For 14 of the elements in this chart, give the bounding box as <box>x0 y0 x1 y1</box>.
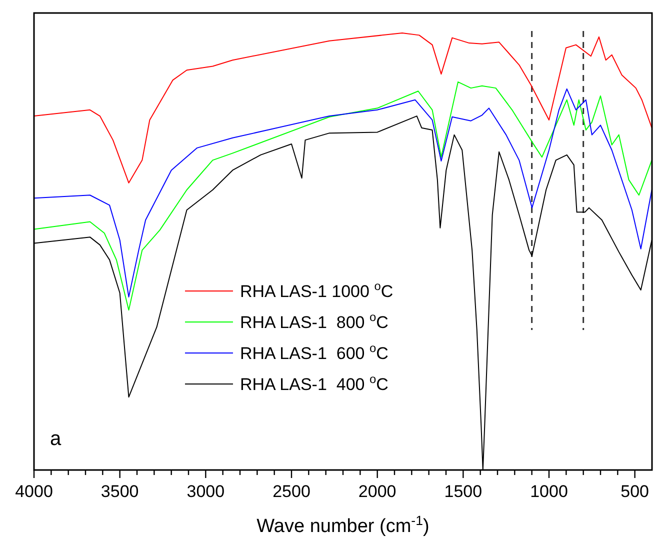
x-tick-label: 2000 <box>358 482 396 501</box>
legend-label: RHA LAS-1 1000 $^{o}$C <box>240 279 394 301</box>
x-tick-label: 3500 <box>100 482 139 501</box>
x-tick-label: 500 <box>620 482 650 501</box>
legend-label: RHA LAS-1 800 $^{o}$C <box>240 310 388 332</box>
x-tick-label: 1000 <box>530 482 568 501</box>
x-tick-label: 4000 <box>15 482 53 501</box>
legend-label: RHA LAS-1 600 $^{o}$C <box>240 341 388 363</box>
x-tick-label: 2500 <box>272 482 310 501</box>
legend-label: RHA LAS-1 400 $^{o}$C <box>240 372 388 394</box>
x-tick-label: 1500 <box>444 482 482 501</box>
x-tick-label: 3000 <box>186 482 225 501</box>
annotation: a <box>50 428 62 450</box>
x-axis-title: Wave number (cm$^{-1}$) <box>256 512 430 537</box>
